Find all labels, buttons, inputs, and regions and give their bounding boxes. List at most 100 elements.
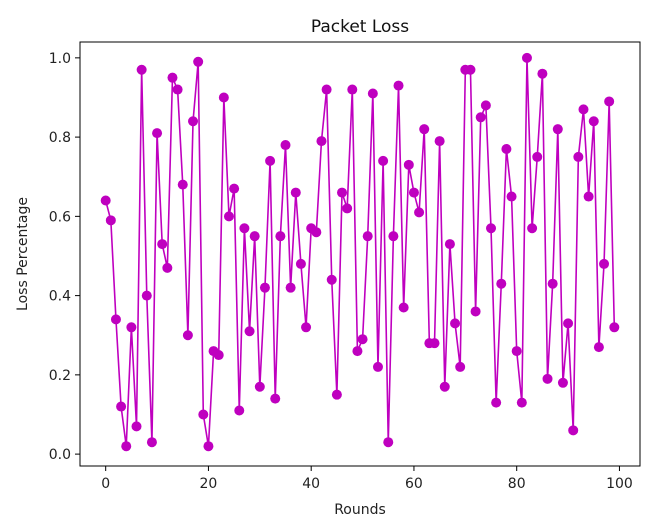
data-point [398,302,409,313]
data-point [188,116,199,127]
data-point [604,96,615,107]
data-point [480,100,491,111]
data-point [537,68,548,79]
data-point [301,322,312,333]
x-tick-label: 60 [405,476,423,492]
data-point [393,80,404,91]
data-point [532,151,543,162]
x-tick-label: 100 [606,476,633,492]
data-point [141,290,152,301]
y-axis-ticks: 0.0 0.2 0.4 0.6 0.8 1.0 [49,51,80,463]
data-point [383,437,394,448]
x-axis-label: Rounds [334,502,386,518]
data-point [527,223,538,234]
data-point [223,211,234,222]
data-point [568,425,579,436]
data-point [419,124,430,135]
y-tick-label: 0.6 [49,209,71,225]
data-point [372,361,383,372]
y-tick-label: 0.0 [49,447,71,463]
data-point [203,441,214,452]
data-point [434,136,445,147]
x-tick-label: 40 [302,476,320,492]
data-point [105,215,116,226]
data-point [280,140,291,151]
data-point [244,326,255,337]
data-point [270,393,281,404]
data-point [167,72,178,83]
data-point [285,282,296,293]
data-point [408,187,419,198]
data-point [511,346,522,357]
data-point [172,84,183,95]
data-point [578,104,589,115]
series-layer [100,52,620,452]
data-point [378,155,389,166]
data-point [450,318,461,329]
data-point [465,64,476,75]
data-point [321,84,332,95]
data-point [593,342,604,353]
data-point [347,84,358,95]
data-point [326,274,337,285]
data-point [501,143,512,154]
data-point [265,155,276,166]
data-point [342,203,353,214]
data-point [547,278,558,289]
data-point [239,223,250,234]
data-point [573,151,584,162]
data-point [136,64,147,75]
data-point [429,338,440,349]
data-point [157,239,168,250]
data-point [521,52,532,63]
data-point [496,278,507,289]
chart-title: Packet Loss [311,17,409,37]
data-point [439,381,450,392]
data-point [249,231,260,242]
data-point [110,314,121,325]
data-point [126,322,137,333]
data-point [331,389,342,400]
data-point [177,179,188,190]
data-point [100,195,111,206]
data-point [152,128,163,139]
data-point [506,191,517,202]
data-point [362,231,373,242]
data-point [609,322,620,333]
data-point [403,159,414,170]
data-point [352,346,363,357]
data-point [516,397,527,408]
data-point [121,441,132,452]
x-tick-label: 80 [508,476,526,492]
data-point [116,401,127,412]
data-point [470,306,481,317]
y-tick-label: 1.0 [49,51,71,67]
data-point [455,361,466,372]
data-point [491,397,502,408]
data-point [588,116,599,127]
data-point [552,124,563,135]
data-point [414,207,425,218]
data-point [234,405,245,416]
data-point [583,191,594,202]
data-point [146,437,157,448]
data-point [295,258,306,269]
y-tick-label: 0.4 [49,289,71,305]
data-point [162,262,173,273]
data-point [367,88,378,99]
x-tick-label: 0 [101,476,110,492]
x-tick-label: 20 [200,476,218,492]
data-point [444,239,455,250]
data-point [388,231,399,242]
data-point [486,223,497,234]
data-point [542,373,553,384]
y-axis-label: Loss Percentage [15,197,31,311]
data-point [357,334,368,345]
plot-area [79,41,641,467]
data-point [275,231,286,242]
y-tick-label: 0.8 [49,130,71,146]
data-point [198,409,209,420]
data-point [229,183,240,194]
data-point [193,56,204,67]
data-point [316,136,327,147]
